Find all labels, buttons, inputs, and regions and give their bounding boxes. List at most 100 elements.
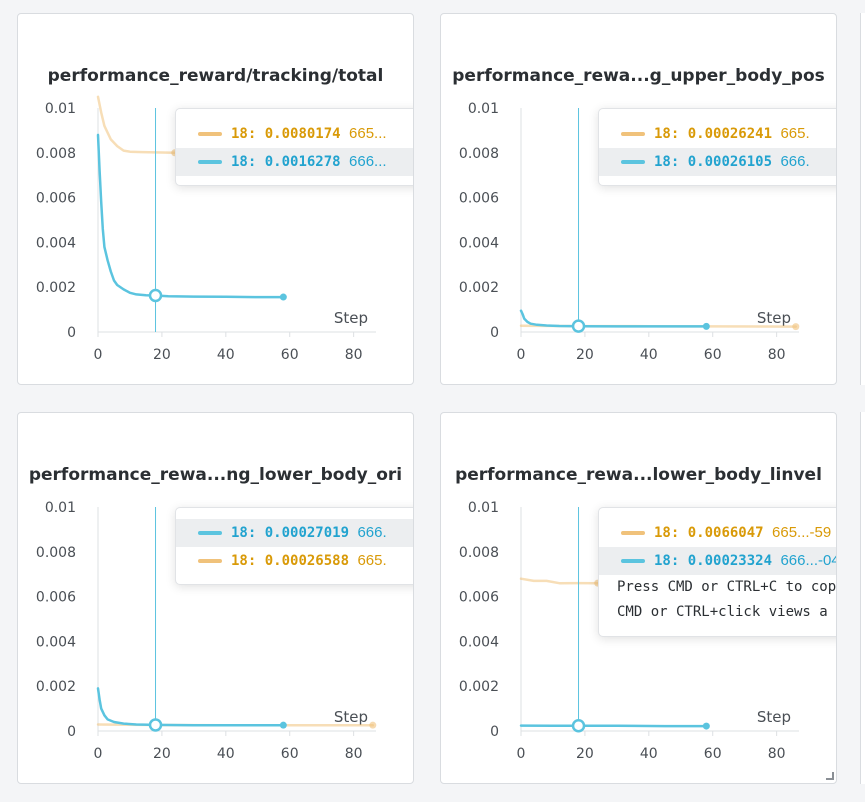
tooltip-row: 18: 0.00026588 665. xyxy=(176,547,413,575)
y-tick-label: 0 xyxy=(67,724,76,740)
next-panel-edge-bottom xyxy=(860,412,865,784)
y-tick-label: 0.002 xyxy=(459,280,499,296)
y-tick-label: 0.002 xyxy=(459,679,499,695)
series-swatch xyxy=(621,160,645,164)
panel-2[interactable]: performance_rewa...g_upper_body_pos 0 0.00… xyxy=(440,13,837,385)
series-line-0 xyxy=(96,95,176,155)
series-swatch xyxy=(198,132,222,136)
panel-4[interactable]: performance_rewa...lower_body_linvel 0 0.0… xyxy=(440,412,837,784)
x-tick-label: 20 xyxy=(576,347,594,363)
tooltip-value: 0.00026105 xyxy=(687,154,773,170)
x-tick-label: 80 xyxy=(345,347,363,363)
hover-marker xyxy=(571,319,586,333)
y-tick-label: 0.008 xyxy=(36,545,76,561)
tooltip-run-name: 665. xyxy=(357,552,387,569)
series-swatch xyxy=(621,559,645,563)
tooltip-run-name: 665...-59 xyxy=(772,524,832,541)
y-tick-label: 0.006 xyxy=(459,191,499,207)
x-tick-label: 60 xyxy=(281,746,299,762)
tooltip-step: 18: xyxy=(654,154,680,170)
series-line-1 xyxy=(96,133,285,299)
x-tick-label: 40 xyxy=(217,347,235,363)
tooltip-run-name: 666... xyxy=(349,153,387,170)
y-tick-label: 0.01 xyxy=(45,500,76,516)
tooltip-row: 18: 0.00023324 666...-04 xyxy=(599,547,837,575)
series-swatch xyxy=(198,531,222,535)
tooltip-step: 18: xyxy=(654,553,680,569)
chart-title: performance_rewa...ng_lower_body_ori xyxy=(28,465,403,485)
series-end-point-1 xyxy=(702,322,710,330)
y-tick-label: 0.01 xyxy=(468,500,499,516)
x-tick-label: 0 xyxy=(94,347,103,363)
tooltip-row: 18: 0.0066047 665...-59 xyxy=(599,519,836,547)
chart-title: performance_reward/tracking/total xyxy=(47,66,384,86)
tooltip-step: 18: xyxy=(231,525,257,541)
tooltip-value: 0.00023324 xyxy=(687,553,773,569)
y-tick-label: 0.006 xyxy=(459,590,499,606)
tooltip-step: 18: xyxy=(231,154,257,170)
series-end-point-1 xyxy=(279,293,287,301)
tooltip-row: 18: 0.00026241 665. xyxy=(599,120,836,148)
x-tick-label: 20 xyxy=(576,746,594,762)
panel-3[interactable]: performance_rewa...ng_lower_body_ori 0 0.0… xyxy=(17,412,414,784)
y-tick-label: 0.006 xyxy=(36,191,76,207)
series-line-1 xyxy=(519,724,708,728)
hover-tooltip: 18: 0.0066047 665...-59 18: 0.00023324 66… xyxy=(598,507,837,637)
chart-title: performance_rewa...lower_body_linvel xyxy=(455,465,822,485)
x-tick-label: 60 xyxy=(704,746,722,762)
series-end-point-1 xyxy=(702,722,710,730)
x-tick-label: 0 xyxy=(94,746,103,762)
x-tick-label: 20 xyxy=(153,746,171,762)
y-tick-label: 0.006 xyxy=(36,590,76,606)
x-tick-label: 60 xyxy=(704,347,722,363)
series-line-1 xyxy=(96,687,285,727)
x-tick-label: 80 xyxy=(345,746,363,762)
panel-1[interactable]: performance_reward/tracking/total 0 0.002 0… xyxy=(17,13,414,385)
x-axis-label: Step xyxy=(757,309,791,327)
chart-plot: 0 0.002 0.004 0.006 0.008 0.01 0 20 40 60 80 Step xyxy=(459,500,799,762)
x-tick-label: 20 xyxy=(153,347,171,363)
x-tick-label: 80 xyxy=(768,347,786,363)
tooltip-hint: Press CMD or CTRL+C to copy xyxy=(617,579,837,595)
tooltip-run-name: 666...-04 xyxy=(780,552,837,569)
x-axis-label: Step xyxy=(334,708,368,726)
tooltip-row: 18: 0.00026105 666. xyxy=(599,148,836,176)
tooltip-run-name: 666. xyxy=(357,524,387,541)
tooltip-value: 0.00026241 xyxy=(687,126,773,142)
x-tick-label: 40 xyxy=(640,347,658,363)
series-swatch xyxy=(621,531,645,535)
hover-tooltip: 18: 0.0080174 665... 18: 0.0016278 666... xyxy=(175,108,413,186)
chart-plot: 0 0.002 0.004 0.006 0.008 0.01 0 20 40 60 80 Step xyxy=(36,95,376,363)
chart-plot: 0 0.002 0.004 0.006 0.008 0.01 0 20 40 60 80 Step xyxy=(36,500,377,762)
hover-marker xyxy=(148,288,163,303)
x-axis-label: Step xyxy=(757,708,791,726)
tooltip-step: 18: xyxy=(654,126,680,142)
y-tick-label: 0.002 xyxy=(36,280,76,296)
tooltip-step: 18: xyxy=(654,525,680,541)
y-tick-label: 0.004 xyxy=(36,235,76,251)
series-swatch xyxy=(198,160,222,164)
tooltip-value: 0.0080174 xyxy=(264,126,341,142)
series-line-0 xyxy=(519,577,599,585)
x-tick-label: 60 xyxy=(281,347,299,363)
x-tick-label: 0 xyxy=(517,347,526,363)
series-end-point-0 xyxy=(369,721,377,729)
tooltip-row: 18: 0.0080174 665... xyxy=(176,120,413,148)
y-tick-label: 0 xyxy=(490,724,499,740)
tooltip-row: 18: 0.0016278 666... xyxy=(176,148,413,176)
y-tick-label: 0.004 xyxy=(459,235,499,251)
y-tick-label: 0.008 xyxy=(459,146,499,162)
resize-handle-icon[interactable] xyxy=(826,772,834,780)
x-tick-label: 40 xyxy=(217,746,235,762)
y-tick-label: 0.01 xyxy=(468,101,499,117)
y-tick-label: 0.002 xyxy=(36,679,76,695)
y-tick-label: 0.008 xyxy=(36,146,76,162)
tooltip-run-name: 666. xyxy=(780,153,810,170)
tooltip-value: 0.0066047 xyxy=(687,525,764,541)
series-end-point-0 xyxy=(792,323,800,331)
tooltip-hint: CMD or CTRL+click views a ru xyxy=(617,604,837,620)
y-tick-label: 0 xyxy=(490,325,499,341)
tooltip-run-name: 665. xyxy=(780,125,810,142)
chart-plot: 0 0.002 0.004 0.006 0.008 0.01 0 20 40 60 80 Step xyxy=(459,101,800,363)
y-tick-label: 0.004 xyxy=(36,634,76,650)
